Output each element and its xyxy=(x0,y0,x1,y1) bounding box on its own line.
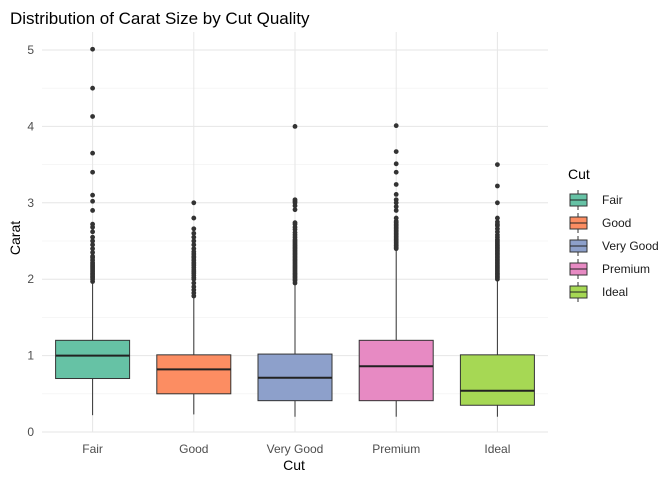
outlier-point xyxy=(90,253,95,259)
outlier-point xyxy=(90,46,95,52)
legend-item: Fair xyxy=(569,190,623,210)
outlier-point xyxy=(191,226,197,232)
outlier-point xyxy=(393,215,399,221)
y-tick-label: 0 xyxy=(27,425,34,439)
plot-area: 0 1 2 3 4 5 Fair Good Very Good Premium Ideal xyxy=(27,32,548,456)
outlier-point xyxy=(90,150,95,156)
outlier-point xyxy=(292,197,298,203)
outlier-point xyxy=(90,234,95,240)
y-tick-label: 2 xyxy=(27,272,34,286)
legend-item: Very Good xyxy=(569,236,659,256)
outlier-point xyxy=(495,183,500,189)
outlier-point xyxy=(90,192,95,198)
box-premium xyxy=(358,339,434,402)
outlier-point xyxy=(292,124,298,129)
outlier-point xyxy=(90,221,95,227)
outlier-point xyxy=(90,85,95,91)
outlier-point xyxy=(90,114,95,119)
legend-label: Fair xyxy=(602,193,623,207)
legend-item: Good xyxy=(569,213,631,233)
y-tick-label: 1 xyxy=(27,349,34,363)
y-tick-label: 4 xyxy=(27,119,34,133)
box-good xyxy=(156,354,232,395)
y-tick-label: 3 xyxy=(27,196,34,210)
outlier-point xyxy=(90,198,95,204)
outlier-point xyxy=(393,149,399,155)
outlier-point xyxy=(90,208,95,213)
x-tick-label: Ideal xyxy=(484,442,510,456)
outlier-point xyxy=(393,161,399,167)
outlier-point xyxy=(495,215,500,221)
outlier-point xyxy=(393,169,399,175)
legend-label: Good xyxy=(602,216,631,230)
outlier-point xyxy=(495,219,500,225)
chart-title: Distribution of Carat Size by Cut Qualit… xyxy=(10,9,310,28)
x-tick-label: Premium xyxy=(372,442,420,456)
y-axis-title: Carat xyxy=(7,221,23,255)
outlier-point xyxy=(393,204,399,210)
box-ideal xyxy=(459,354,535,406)
outlier-point xyxy=(90,250,95,255)
outlier-point xyxy=(191,242,197,248)
outlier-point xyxy=(495,162,500,168)
outlier-point xyxy=(191,230,197,236)
y-tick-label: 5 xyxy=(27,43,34,57)
outlier-point xyxy=(90,246,95,252)
legend-title: Cut xyxy=(568,166,590,182)
outlier-point xyxy=(393,197,399,203)
outlier-point xyxy=(90,169,95,175)
outlier-point xyxy=(90,242,95,248)
outlier-point xyxy=(393,182,399,187)
outlier-point xyxy=(191,200,197,206)
legend-label: Ideal xyxy=(602,285,628,299)
outlier-point xyxy=(191,238,197,244)
outlier-point xyxy=(495,200,500,206)
legend-label: Premium xyxy=(602,262,650,276)
outlier-point xyxy=(191,234,197,240)
outlier-point xyxy=(393,208,399,213)
legend: Cut Fair Good Very Good Premium Ideal xyxy=(568,166,659,302)
legend-item: Ideal xyxy=(569,282,628,302)
outlier-point xyxy=(191,246,197,252)
outlier-point xyxy=(191,280,197,286)
box-fair xyxy=(55,339,131,380)
outlier-point xyxy=(393,123,399,129)
x-tick-label: Fair xyxy=(82,442,103,456)
legend-item: Premium xyxy=(569,259,650,279)
legend-label: Very Good xyxy=(602,239,659,253)
outlier-point xyxy=(292,220,298,226)
outlier-point xyxy=(191,284,197,290)
x-tick-label: Good xyxy=(179,442,208,456)
outlier-point xyxy=(90,238,95,244)
outlier-point xyxy=(90,229,95,235)
x-axis-title: Cut xyxy=(283,457,305,473)
outlier-point xyxy=(191,215,197,221)
x-tick-label: Very Good xyxy=(267,442,324,456)
outlier-point xyxy=(292,207,298,213)
outlier-point xyxy=(393,191,399,197)
